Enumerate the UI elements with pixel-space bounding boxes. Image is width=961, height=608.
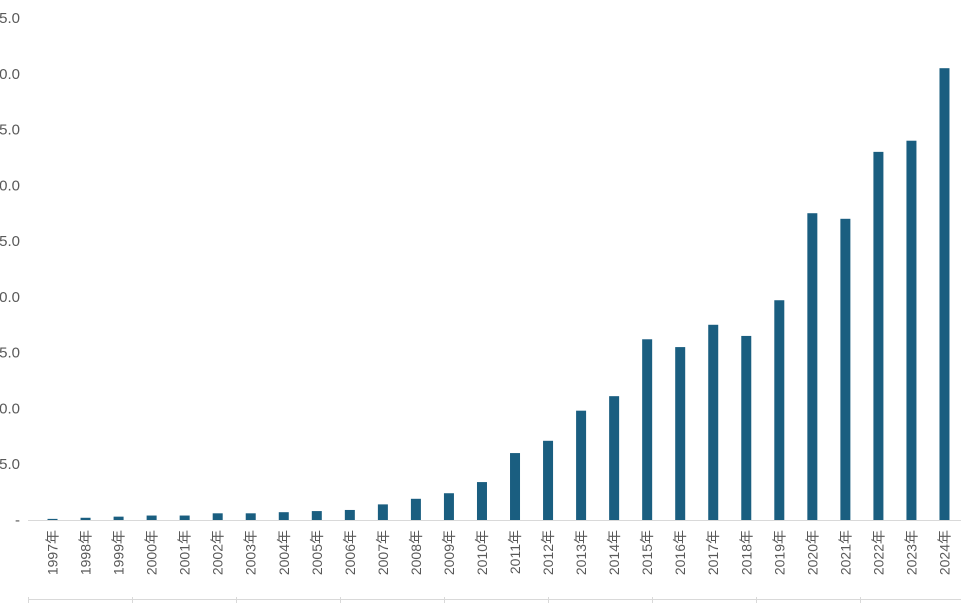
bar [476,482,487,520]
x-tick-label: 2016年 [672,530,688,575]
x-tick-label: 2001年 [177,530,193,575]
x-tick-label: 2011年 [507,530,523,574]
bar [873,151,884,520]
bar [708,324,719,520]
x-tick-label: 2014年 [606,530,622,575]
y-tick-label: 15.0 [0,345,20,362]
y-tick-label: 20.0 [0,289,20,306]
bar [146,515,157,520]
bar [576,410,587,520]
y-tick-label: - [15,512,20,529]
x-tick-label: 2005年 [309,530,325,575]
bar [774,300,785,520]
y-tick-label: 35.0 [0,122,20,139]
x-tick-label: 1998年 [78,530,94,575]
x-tick-label: 2010年 [474,530,490,575]
x-tick-label: 2012年 [540,530,556,575]
x-axis: 1997年 1998年 1999年 2000年 2001年 2002年 2003年 2004年… [28,520,961,603]
bar [377,504,388,520]
y-tick-label: 25.0 [0,233,20,250]
x-tick-label: 2003年 [243,530,259,575]
bar [906,140,917,520]
x-tick-label: 2002年 [210,530,226,575]
y-tick-label: 10.0 [0,400,20,417]
bar [80,517,91,520]
x-tick-label: 2013年 [573,530,589,575]
x-tick-label: 1999年 [111,530,127,575]
x-tick-label: 2008年 [408,530,424,575]
bar [840,218,851,521]
bar [212,513,223,520]
x-tick-label: 2024年 [936,530,952,575]
x-tick-label: 2000年 [144,530,160,575]
x-tick-label: 2021年 [837,530,853,575]
y-tick-label: 45.0 [0,10,20,27]
bar [113,516,124,520]
x-tick-label: 2009年 [441,530,457,575]
y-tick-label: 5.0 [0,456,20,473]
bar [510,453,521,520]
bar [642,339,653,520]
bar [741,335,752,520]
bar [807,213,818,520]
bar [675,347,686,520]
x-tick-label: 2019年 [771,530,787,575]
x-tick-label: 2015年 [639,530,655,575]
x-tick-label: 2006年 [342,530,358,575]
bar [410,498,421,520]
bar [278,512,289,520]
y-axis: - 5.0 10.0 15.0 20.0 25.0 30.0 35.0 40.0 45.0 [0,10,20,529]
bar [543,440,554,520]
bar [245,513,256,520]
x-tick-label: 2018年 [738,530,754,575]
x-tick-label: 2007年 [375,530,391,575]
y-tick-label: 40.0 [0,66,20,83]
x-tick-label: 2017年 [705,530,721,575]
bar [47,518,58,520]
bar [939,68,950,520]
x-tick-label: 2004年 [276,530,292,575]
bar [344,509,355,520]
x-tick-label: 2022年 [870,530,886,575]
x-tick-label: 2023年 [903,530,919,575]
bar [443,493,454,520]
y-tick-label: 30.0 [0,177,20,194]
x-tick-label: 2020年 [804,530,820,575]
bars-group [47,68,950,521]
bar [311,511,322,520]
x-tick-label: 1997年 [45,530,61,575]
bar [179,515,190,520]
bar [609,396,620,520]
